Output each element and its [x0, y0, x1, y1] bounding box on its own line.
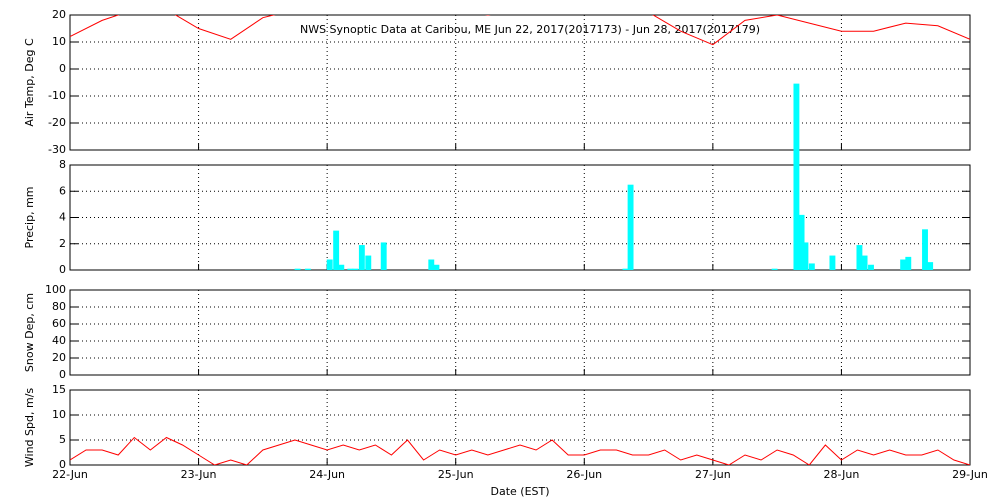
- x-tick-label: 23-Jun: [181, 468, 217, 481]
- bar: [808, 263, 815, 270]
- bar: [333, 230, 340, 270]
- bar: [347, 268, 354, 270]
- x-tick-label: 22-Jun: [52, 468, 88, 481]
- y-tick-label: 20: [52, 8, 66, 21]
- bar: [380, 242, 387, 270]
- bar: [294, 268, 301, 270]
- bar: [304, 268, 311, 270]
- y-tick-label: 8: [59, 158, 66, 171]
- bar: [802, 242, 809, 270]
- bar: [905, 256, 912, 270]
- bar: [922, 229, 928, 270]
- y-tick-label: 6: [59, 184, 66, 197]
- chart-title: NWS Synoptic Data at Caribou, ME Jun 22,…: [300, 23, 760, 36]
- bar: [927, 262, 934, 270]
- bar: [622, 268, 629, 270]
- bar: [627, 184, 634, 270]
- x-tick-label: 28-Jun: [824, 468, 860, 481]
- y-tick-label: 10: [52, 35, 66, 48]
- data-line: [70, 15, 970, 46]
- y-axis-label: Wind Spd, m/s: [23, 388, 36, 468]
- x-axis-label: Date (EST): [490, 485, 549, 498]
- y-tick-label: -30: [48, 143, 66, 156]
- x-tick-label: 24-Jun: [309, 468, 345, 481]
- x-tick-label: 27-Jun: [695, 468, 731, 481]
- plot-frame: [69, 389, 971, 466]
- x-tick-label: 29-Jun: [952, 468, 988, 481]
- y-tick-label: 4: [59, 211, 66, 224]
- bar: [338, 264, 345, 270]
- y-tick-label: 20: [52, 351, 66, 364]
- y-tick-label: 0: [59, 263, 66, 276]
- y-axis-label: Precip, mm: [23, 187, 36, 249]
- plot-frame: [69, 164, 971, 271]
- bar: [326, 259, 333, 270]
- y-axis-label: Air Temp, Deg C: [23, 38, 36, 127]
- bar: [428, 259, 435, 270]
- data-line: [70, 436, 970, 465]
- bar: [365, 255, 372, 270]
- bar: [798, 214, 805, 270]
- bar: [771, 268, 778, 270]
- y-tick-label: -20: [48, 116, 66, 129]
- plot-frame: [69, 14, 971, 151]
- bar: [352, 268, 359, 270]
- y-tick-label: -10: [48, 89, 66, 102]
- bar: [861, 255, 868, 270]
- y-tick-label: 10: [52, 408, 66, 421]
- x-tick-label: 25-Jun: [438, 468, 474, 481]
- y-tick-label: 2: [59, 237, 66, 250]
- y-tick-label: 5: [59, 433, 66, 446]
- bar: [868, 264, 874, 270]
- bar: [856, 245, 863, 270]
- x-tick-label: 26-Jun: [566, 468, 602, 481]
- y-tick-label: 40: [52, 334, 66, 347]
- bar: [793, 83, 800, 270]
- y-tick-label: 100: [45, 283, 66, 296]
- bar: [433, 264, 440, 270]
- bar: [900, 259, 907, 270]
- bar: [829, 255, 836, 270]
- bar: [358, 245, 365, 270]
- y-tick-label: 15: [52, 383, 66, 396]
- y-tick-label: 0: [59, 368, 66, 381]
- y-tick-label: 80: [52, 300, 66, 313]
- y-axis-label: Snow Dep, cm: [23, 293, 36, 372]
- plot-frame: [69, 289, 971, 376]
- y-tick-label: 0: [59, 458, 66, 471]
- y-tick-label: 60: [52, 317, 66, 330]
- y-tick-label: 0: [59, 62, 66, 75]
